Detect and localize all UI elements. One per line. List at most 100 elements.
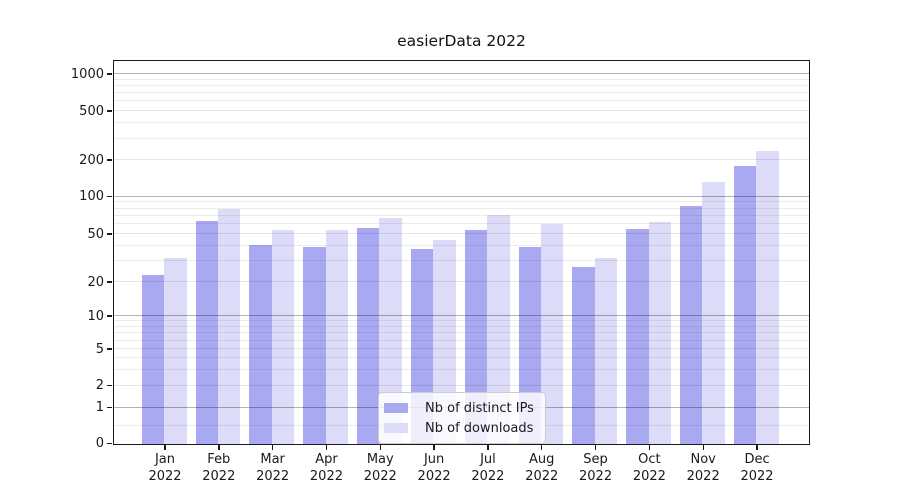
x-tick-mark [541,445,543,450]
gridline-50 [114,233,809,235]
y-tick-mark [107,110,112,112]
plot-area [113,60,810,445]
minor-gridline [114,332,809,334]
y-tick-mark [107,195,112,198]
minor-gridline [114,244,809,246]
bar-downloads-apr [325,229,349,444]
bar-downloads-feb [218,209,241,444]
minor-gridline [114,320,809,322]
minor-gridline [114,214,809,216]
bar-distinct-ips-apr [303,246,326,444]
bar-distinct-ips-oct [626,228,649,444]
legend-swatch-downloads [384,423,408,433]
x-tick-mark [594,445,597,450]
y-tick-mark [107,73,112,75]
x-tick-label-sep: Sep 2022 [579,452,613,484]
x-tick-label-apr: Apr 2022 [309,452,343,484]
legend-swatch-distinct-ips [384,403,408,413]
legend-item-distinct-ips: Nb of distinct IPs [384,398,534,418]
x-tick-label-aug: Aug 2022 [525,452,559,484]
y-tick-label-20: 20 [87,274,104,290]
x-tick-mark [164,445,166,450]
y-tick-label-200: 200 [79,152,104,168]
y-tick-label-0: 0 [95,435,104,451]
y-tick-mark [107,315,112,317]
x-tick-label-jun: Jun 2022 [417,452,451,484]
gridline-100 [114,195,809,197]
y-tick-mark [107,159,112,161]
bar-distinct-ips-feb [195,220,218,444]
x-tick-label-mar: Mar 2022 [256,452,290,484]
legend-item-downloads: Nb of downloads [384,418,534,438]
x-tick-label-dec: Dec 2022 [740,452,774,484]
bar-downloads-mar [271,229,295,444]
gridline-2 [114,384,809,386]
bar-distinct-ips-jan [141,275,165,444]
legend-label-downloads: Nb of downloads [425,420,534,436]
y-tick-label-500: 500 [79,103,104,119]
y-tick-mark [107,384,112,387]
chart-title: easierData 2022 [397,32,526,50]
bar-downloads-may [379,218,402,444]
y-tick-label-1000: 1000 [70,66,104,82]
bar-downloads-jul [487,215,510,444]
y-tick-mark [107,406,112,409]
gridline-1000 [114,73,809,75]
y-tick-label-1: 1 [95,400,104,415]
bar-distinct-ips-may [357,227,380,444]
x-tick-mark [433,445,435,450]
x-tick-label-may: May 2022 [363,452,397,484]
y-tick-label-100: 100 [79,189,104,204]
bar-downloads-aug [540,224,564,444]
gridline-10 [114,315,809,317]
x-tick-mark [756,445,758,450]
gridline-5 [114,348,809,350]
minor-gridline [114,201,809,203]
y-tick-label-10: 10 [87,308,104,324]
legend: Nb of distinct IPs Nb of downloads [378,392,546,444]
y-tick-label-5: 5 [95,341,104,357]
minor-gridline [114,339,809,341]
x-tick-label-feb: Feb 2022 [202,452,236,484]
x-tick-mark [325,445,328,450]
y-tick-label-50: 50 [87,226,104,242]
minor-gridline [114,92,809,94]
x-tick-label-oct: Oct 2022 [632,452,666,484]
y-tick-mark [107,233,112,235]
y-tick-mark [107,281,112,283]
gridline-20 [114,281,809,283]
gridline-200 [114,159,809,161]
bar-distinct-ips-sep [572,267,595,444]
minor-gridline [114,357,809,359]
bar-downloads-dec [756,151,779,444]
minor-gridline [114,223,809,225]
x-tick-label-nov: Nov 2022 [686,452,720,484]
legend-label-distinct-ips: Nb of distinct IPs [425,400,534,416]
x-tick-mark [487,445,489,450]
y-tick-label-2: 2 [95,378,104,393]
x-tick-mark [379,445,381,450]
gridline-500 [114,110,809,112]
x-tick-mark [218,445,220,450]
bar-downloads-oct [648,222,671,444]
y-tick-mark [107,442,112,444]
x-tick-label-jan: Jan 2022 [148,452,182,484]
minor-gridline [114,78,809,80]
bar-downloads-sep [594,258,618,444]
bar-distinct-ips-jul [464,229,488,444]
y-tick-mark [107,348,112,350]
x-tick-label-jul: Jul 2022 [471,452,505,484]
bar-downloads-nov [702,182,725,444]
bar-distinct-ips-mar [249,245,272,444]
minor-gridline [114,100,809,102]
x-tick-mark [648,445,651,450]
minor-gridline [114,207,809,209]
minor-gridline [114,85,809,87]
x-tick-mark [271,445,274,450]
minor-gridline [114,368,809,370]
minor-gridline [114,122,809,124]
bar-distinct-ips-nov [680,206,703,444]
minor-gridline [114,325,809,327]
x-tick-mark [702,445,704,450]
